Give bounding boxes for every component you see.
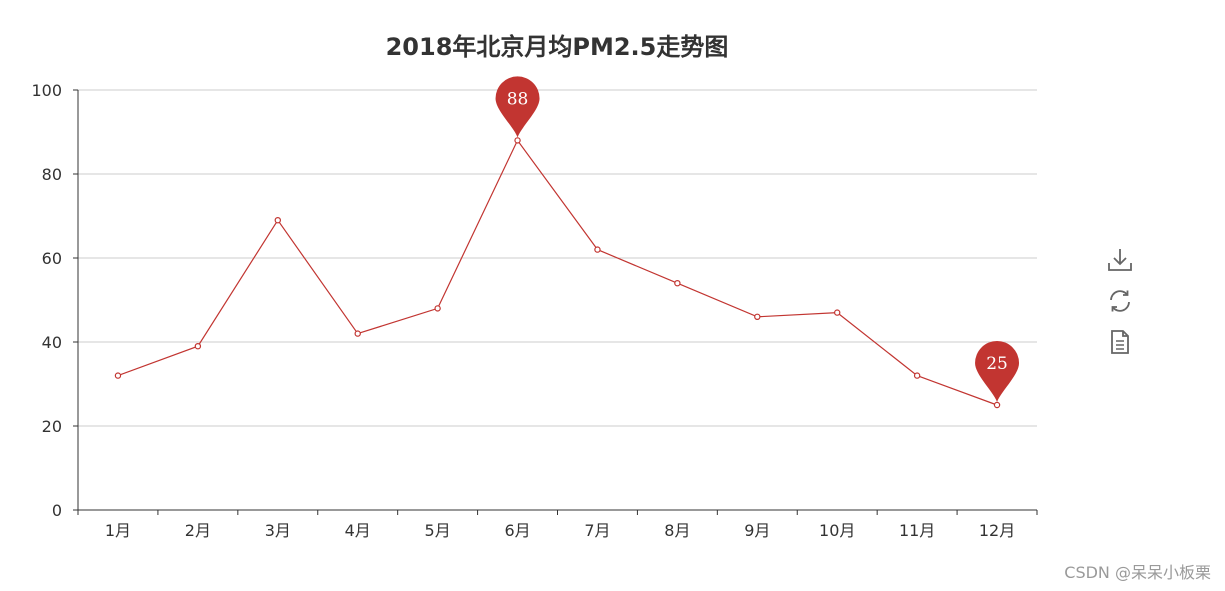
x-tick-label: 9月 — [744, 521, 770, 540]
x-tick-label: 12月 — [979, 521, 1015, 540]
mark-points[interactable]: 88 25 — [495, 76, 1020, 402]
data-point[interactable] — [754, 313, 761, 320]
pin-label: 88 — [507, 89, 529, 109]
data-point[interactable] — [514, 137, 521, 144]
chart-toolbox — [1106, 246, 1134, 369]
data-point[interactable] — [274, 216, 281, 224]
data-point[interactable] — [194, 343, 202, 350]
series-line — [117, 139, 998, 406]
x-tick-label: 2月 — [185, 521, 211, 540]
pin-shape — [495, 76, 540, 138]
data-point[interactable] — [674, 280, 681, 287]
x-tick-label: 10月 — [819, 521, 855, 540]
y-tick-label: 60 — [42, 249, 62, 268]
data-points[interactable] — [114, 137, 1001, 409]
y-tick-label: 20 — [42, 417, 62, 436]
grid-lines — [78, 89, 1037, 427]
data-point[interactable] — [913, 372, 921, 379]
x-tick-label: 11月 — [899, 521, 935, 540]
data-point[interactable] — [434, 305, 441, 312]
x-tick-label: 3月 — [265, 521, 291, 540]
x-tick-label: 4月 — [345, 521, 371, 540]
pin-shape — [975, 341, 1020, 402]
watermark: CSDN @呆呆小板栗 — [1064, 563, 1211, 582]
download-icon[interactable] — [1106, 246, 1134, 274]
document-icon[interactable] — [1106, 328, 1134, 356]
y-tick-label: 80 — [42, 165, 62, 184]
min-mark-point[interactable]: 25 — [975, 341, 1020, 402]
pin-label: 25 — [986, 354, 1008, 374]
max-mark-point[interactable]: 88 — [495, 76, 540, 138]
y-tick-label: 0 — [52, 501, 62, 520]
y-axis: 0 20 40 60 80 100 — [31, 81, 79, 520]
pm25-series — [117, 139, 998, 406]
x-tick-label: 7月 — [584, 521, 610, 540]
data-point[interactable] — [834, 309, 841, 316]
data-point[interactable] — [354, 330, 361, 337]
y-tick-label: 100 — [31, 81, 62, 100]
x-tick-label: 6月 — [504, 521, 530, 540]
refresh-icon[interactable] — [1106, 287, 1134, 315]
x-tick-label: 8月 — [664, 521, 690, 540]
x-axis: 1月 2月 3月 4月 5月 6月 7月 8月 9月 10月 11月 12月 — [77, 509, 1038, 540]
data-point[interactable] — [114, 372, 122, 379]
x-tick-label: 1月 — [105, 521, 131, 540]
data-point[interactable] — [993, 401, 1001, 409]
chart-title: 2018年北京月均PM2.5走势图 — [386, 33, 729, 61]
data-point[interactable] — [594, 246, 601, 253]
y-tick-label: 40 — [42, 333, 62, 352]
x-tick-label: 5月 — [425, 521, 451, 540]
